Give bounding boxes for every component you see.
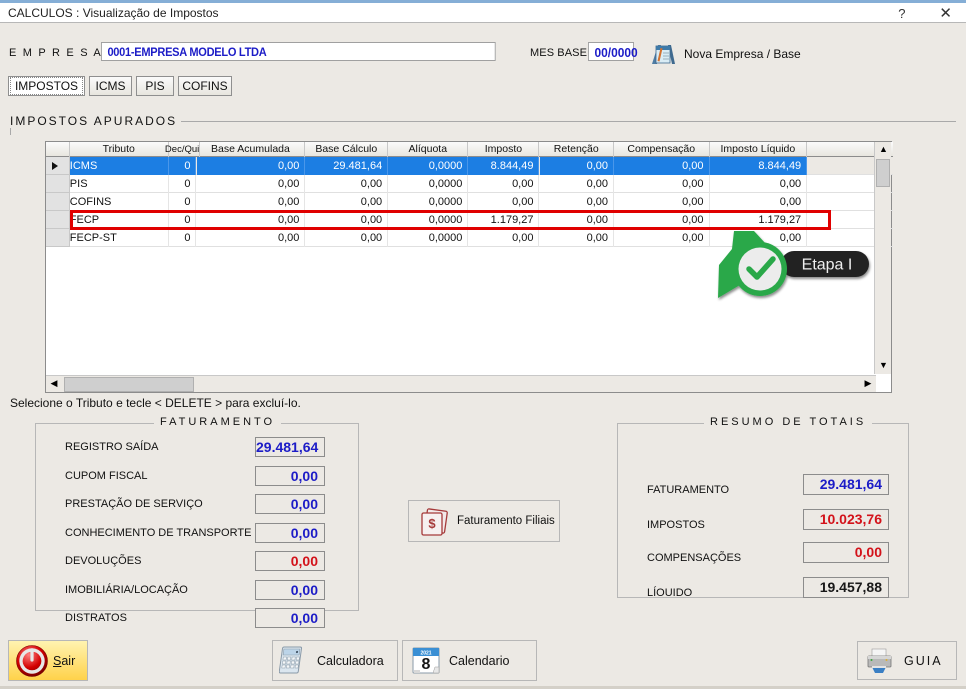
svg-text:$: $ xyxy=(428,516,436,531)
svg-text:Etapa I: Etapa I xyxy=(802,257,853,274)
svg-text:8: 8 xyxy=(422,656,431,673)
